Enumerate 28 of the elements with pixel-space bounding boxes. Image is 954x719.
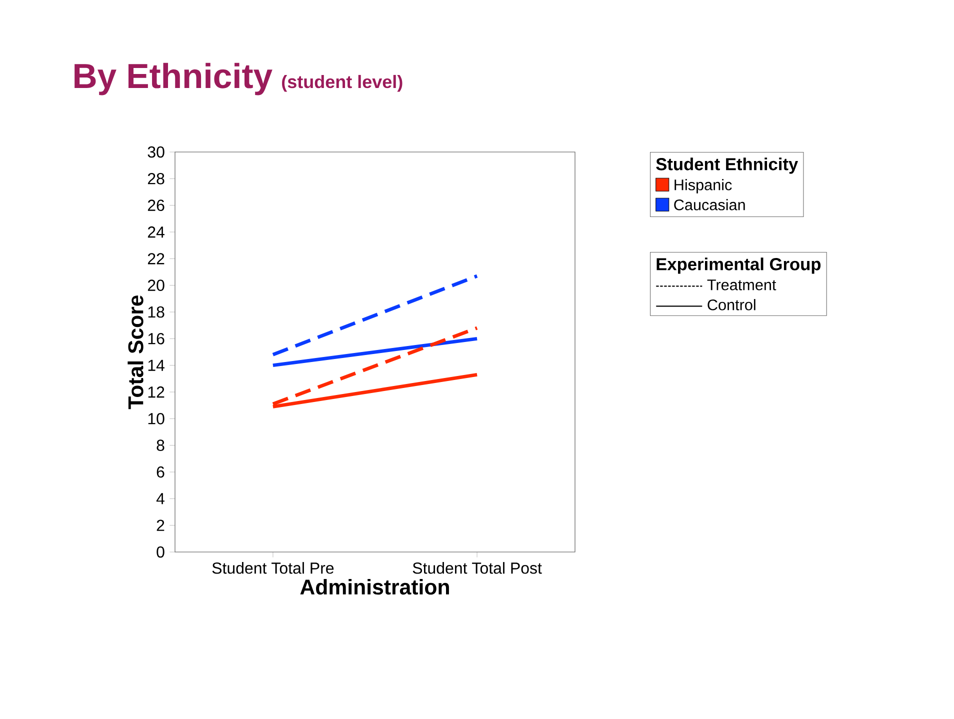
y-tick-label: 8 [156,440,164,451]
y-axis-title: Total Score [128,295,144,410]
y-tick-label: 14 [148,360,164,371]
y-tick-label: 6 [156,466,164,478]
legend-label: Caucasian [674,199,745,210]
x-tick-label: Student Total Post [412,562,542,574]
y-tick-label: 18 [148,306,164,318]
y-tick-label: 4 [156,493,164,504]
y-tick-label: 16 [148,333,164,344]
legend-title: Student Ethnicity [656,158,798,174]
y-tick-label: 28 [148,173,164,184]
text: Control [708,299,756,310]
chart-title: By Ethnicity [74,62,272,96]
y-tick-label: 0 [156,546,164,558]
x-tick-label: Student Total Pre [212,562,334,574]
x-axis-title: Administration [300,578,449,595]
y-tick-label: 24 [148,226,164,238]
y-tick-label: 2 [156,520,164,531]
chart-subtitle: (student level) [282,74,402,92]
text: Experimental Group [656,258,821,274]
text: Treatment [707,280,776,290]
y-tick-label: 22 [148,253,164,264]
y-tick-label: 10 [148,413,164,424]
y-tick-label: 20 [148,280,164,291]
y-tick-label: 26 [148,200,164,211]
y-tick-label: 12 [148,386,164,398]
y-tick-label: 30 [148,146,164,158]
legend-label: Hispanic [674,179,732,194]
